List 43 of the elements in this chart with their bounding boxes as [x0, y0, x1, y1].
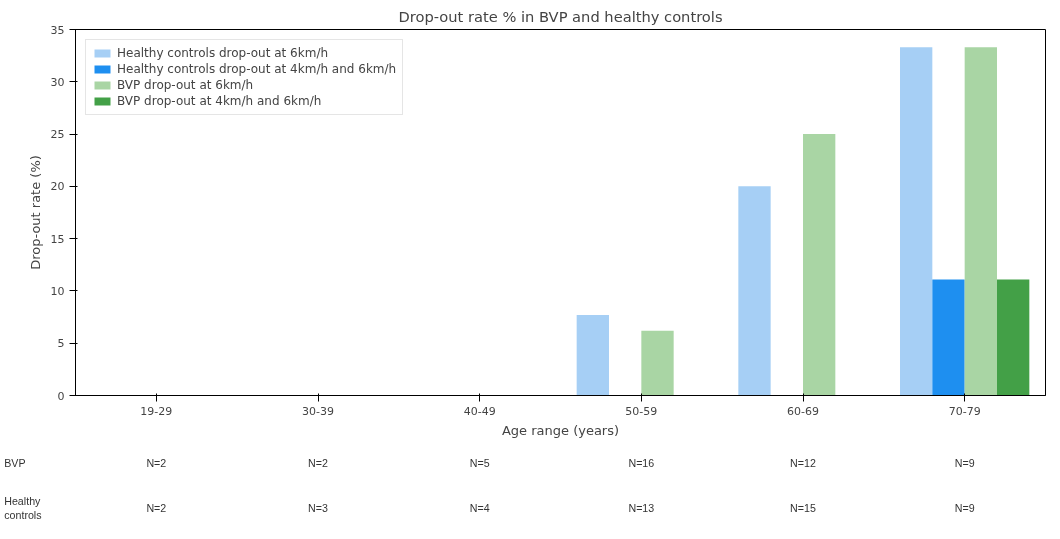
text: N=2	[146, 457, 167, 469]
x-tick-label: 50-59	[625, 404, 658, 418]
y-tick-label: 20	[50, 180, 65, 194]
text: N=13	[628, 502, 655, 514]
text: N=9	[954, 457, 975, 469]
text: Healthy controls	[4, 494, 42, 522]
y-tick-label: 5	[57, 337, 65, 351]
bar	[997, 279, 1030, 396]
text: N=4	[469, 502, 490, 514]
text: N=16	[628, 457, 655, 469]
x-tick-label: 70-79	[948, 404, 981, 418]
x-tick-label: 19-29	[140, 404, 173, 418]
bar	[932, 279, 965, 396]
legend-label: BVP drop-out at 6km/h	[117, 78, 254, 92]
y-tick-label: 15	[50, 232, 65, 246]
legend-label: Healthy controls drop-out at 4km/h and 6km/h	[117, 62, 397, 76]
bar	[738, 186, 771, 396]
y-axis-title: Drop-out rate (%)	[27, 155, 43, 270]
text: N=2	[146, 502, 167, 514]
x-tick-label: 40-49	[463, 404, 496, 418]
y-tick-label: 0	[57, 389, 65, 403]
text: N=9	[954, 502, 975, 514]
x-axis-title: Age range (years)	[501, 422, 620, 438]
y-tick-label: 25	[50, 128, 65, 142]
x-tick-label: 30-39	[302, 404, 334, 418]
text: N=2	[308, 457, 328, 469]
bar	[964, 47, 997, 396]
bar	[900, 47, 933, 396]
text: N=5	[469, 457, 490, 469]
bar	[803, 134, 836, 396]
text: N=15	[790, 502, 816, 514]
text: N=3	[308, 502, 328, 514]
bar	[576, 314, 609, 396]
y-tick-label: 35	[50, 23, 65, 37]
chart-title: Drop-out rate % in BVP and healthy controls	[398, 7, 723, 25]
y-tick-label: 10	[50, 284, 65, 298]
x-tick-label: 60-69	[787, 404, 819, 418]
legend-label: Healthy controls drop-out at 6km/h	[117, 46, 329, 60]
text: BVP	[4, 457, 26, 469]
y-tick-label: 30	[50, 75, 65, 89]
bar	[641, 330, 674, 396]
legend-label: BVP drop-out at 4km/h and 6km/h	[117, 94, 322, 108]
text: N=12	[790, 457, 816, 469]
